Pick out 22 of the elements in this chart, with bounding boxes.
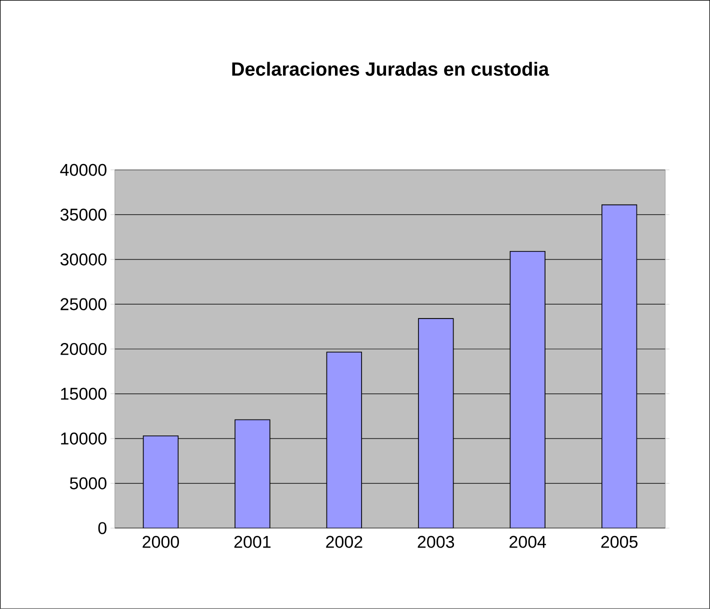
bar xyxy=(142,435,179,528)
y-tick-label: 40000 xyxy=(60,164,106,176)
y-tick-label: 25000 xyxy=(60,298,106,310)
bar xyxy=(601,204,638,528)
y-tick-label: 10000 xyxy=(61,432,106,445)
chart-title: Declaraciones Juradas en custodia xyxy=(232,62,550,76)
bar xyxy=(510,251,546,528)
y-tick-label: 15000 xyxy=(61,388,106,400)
bar xyxy=(234,419,270,528)
x-tick-label: 2001 xyxy=(234,536,271,548)
x-tick-label: 2002 xyxy=(326,536,362,548)
y-tick-label: 35000 xyxy=(60,208,106,221)
bar xyxy=(418,318,454,528)
y-tick-label: 20000 xyxy=(60,342,106,356)
x-tick-label: 2000 xyxy=(142,536,179,548)
x-tick-label: 2005 xyxy=(601,536,638,548)
x-tick-label: 2003 xyxy=(418,536,454,548)
y-tick-label: 30000 xyxy=(60,253,106,266)
x-tick-label: 2004 xyxy=(510,536,546,548)
y-tick-label: 0 xyxy=(98,522,106,534)
y-tick-label: 5000 xyxy=(70,477,106,490)
bar xyxy=(326,352,362,528)
